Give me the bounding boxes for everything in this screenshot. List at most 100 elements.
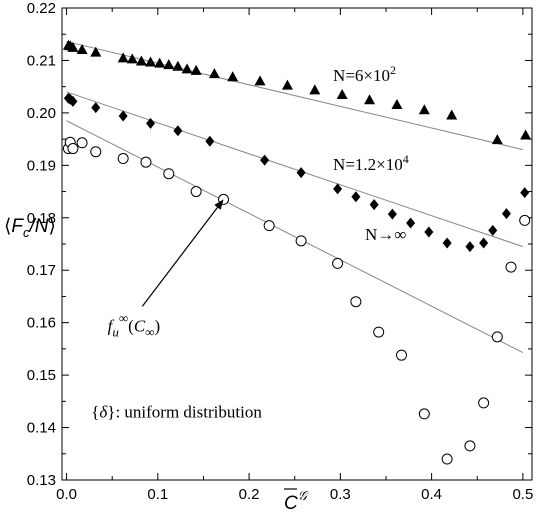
annotation-n600-exponent: 2 xyxy=(390,63,396,77)
point-series0-14 xyxy=(208,68,220,79)
point-series1-12 xyxy=(369,199,379,211)
y-tick-label: 0.15 xyxy=(27,367,56,384)
y-tick-label: 0.20 xyxy=(27,105,56,122)
x-tick-labels: 0.0 0.1 0.2 0.3 0.4 0.5 xyxy=(56,486,533,503)
point-series0-11 xyxy=(172,60,184,71)
point-series1-7 xyxy=(205,135,215,147)
point-series0-8 xyxy=(145,56,157,67)
point-series0-22 xyxy=(418,104,430,115)
fit-line-1 xyxy=(66,91,524,248)
point-series1-4 xyxy=(118,110,128,122)
x-axis-title: C𝒢 xyxy=(284,488,310,514)
y-tick-label: 0.18 xyxy=(27,210,56,227)
point-series0-12 xyxy=(181,63,193,74)
point-series1-17 xyxy=(465,241,475,253)
point-series1-10 xyxy=(333,183,343,195)
point-series1-18 xyxy=(479,237,489,249)
point-series2-2 xyxy=(67,143,79,155)
point-series1-20 xyxy=(501,208,511,220)
point-series2-14 xyxy=(373,326,385,338)
x-tick-label: 0.0 xyxy=(56,486,77,503)
y-tick-label: 0.21 xyxy=(27,52,56,69)
point-series2-4 xyxy=(90,146,102,158)
annotation-n12000-exponent: 4 xyxy=(403,152,409,166)
annotation-arrow xyxy=(141,207,218,307)
point-series2-21 xyxy=(505,261,517,273)
point-series2-15 xyxy=(395,349,407,361)
point-series2-18 xyxy=(464,440,476,452)
point-series2-11 xyxy=(295,235,307,247)
y-tick-label: 0.14 xyxy=(27,420,56,437)
point-series1-14 xyxy=(406,217,416,229)
point-series2-20 xyxy=(491,331,503,343)
x-tick-label: 0.5 xyxy=(512,486,533,503)
point-series0-15 xyxy=(227,71,239,82)
y-tick-labels: 0.13 0.14 0.15 0.16 0.17 0.18 0.19 0.20 0.21 0.22 xyxy=(27,0,56,489)
point-series0-10 xyxy=(163,59,175,70)
point-series0-16 xyxy=(254,75,266,86)
point-series1-15 xyxy=(424,226,434,238)
annotation-arrow-head xyxy=(214,199,224,210)
point-series0-18 xyxy=(309,84,321,95)
point-series1-2 xyxy=(68,95,78,107)
x-tick-label: 0.1 xyxy=(147,486,168,503)
point-series1-5 xyxy=(146,117,156,129)
annotation-fu-infinity: fu∞(C∞) xyxy=(108,311,160,340)
point-series0-13 xyxy=(190,64,202,75)
point-series2-19 xyxy=(478,397,490,409)
point-series2-10 xyxy=(263,220,275,232)
point-series0-19 xyxy=(336,89,348,100)
y-tick-label: 0.13 xyxy=(27,472,56,489)
point-series2-8 xyxy=(190,186,202,198)
point-series1-19 xyxy=(488,224,498,236)
point-series0-4 xyxy=(90,46,102,57)
annotation-n12000: N=1.2×104 xyxy=(333,152,409,174)
annotation-uniform-distribution: {δ}: uniform distribution xyxy=(91,403,262,422)
point-series1-16 xyxy=(442,237,452,249)
point-series0-21 xyxy=(391,99,403,110)
point-series1-11 xyxy=(351,191,361,203)
x-tick-label: 0.2 xyxy=(239,486,260,503)
point-series2-3 xyxy=(76,137,88,149)
point-series0-23 xyxy=(446,109,458,120)
y-tick-label: 0.16 xyxy=(27,315,56,332)
point-series0-20 xyxy=(364,94,376,105)
point-series2-16 xyxy=(418,408,430,420)
point-series0-2 xyxy=(67,41,79,52)
annotation-n600: N=6×102 xyxy=(333,63,396,85)
point-series0-3 xyxy=(76,43,88,54)
point-series2-13 xyxy=(350,296,362,308)
point-series0-25 xyxy=(520,129,532,140)
point-series1-6 xyxy=(173,125,183,137)
point-series0-5 xyxy=(117,52,129,63)
fit-line-0 xyxy=(66,41,523,151)
point-series0-9 xyxy=(154,57,166,68)
point-series1-8 xyxy=(260,154,270,166)
data-markers xyxy=(62,39,532,465)
point-series2-5 xyxy=(117,153,129,165)
point-series2-17 xyxy=(441,453,453,465)
point-series2-7 xyxy=(163,168,175,180)
point-series1-3 xyxy=(91,102,101,114)
point-series2-12 xyxy=(332,257,344,269)
point-series1-13 xyxy=(387,208,397,220)
y-tick-label: 0.19 xyxy=(27,157,56,174)
x-tick-label: 0.3 xyxy=(330,486,351,503)
point-series0-6 xyxy=(126,53,138,64)
point-series0-24 xyxy=(491,134,503,145)
y-axis-title: ⟨Fc/N⟩ xyxy=(4,216,56,240)
point-series1-9 xyxy=(296,167,306,179)
fit-lines xyxy=(66,41,524,354)
y-tick-label: 0.17 xyxy=(27,262,56,279)
y-tick-label: 0.22 xyxy=(27,0,56,17)
annotation-n600-base: N=6×10 xyxy=(333,66,390,85)
annotation-ninf: N→∞ xyxy=(365,225,406,244)
point-series2-22 xyxy=(519,214,531,226)
point-series0-7 xyxy=(135,55,147,66)
point-series2-6 xyxy=(140,156,152,168)
point-series0-17 xyxy=(281,79,293,90)
annotation-n12000-base: N=1.2×10 xyxy=(333,155,403,174)
x-tick-label: 0.4 xyxy=(421,486,442,503)
point-series1-21 xyxy=(520,187,530,199)
